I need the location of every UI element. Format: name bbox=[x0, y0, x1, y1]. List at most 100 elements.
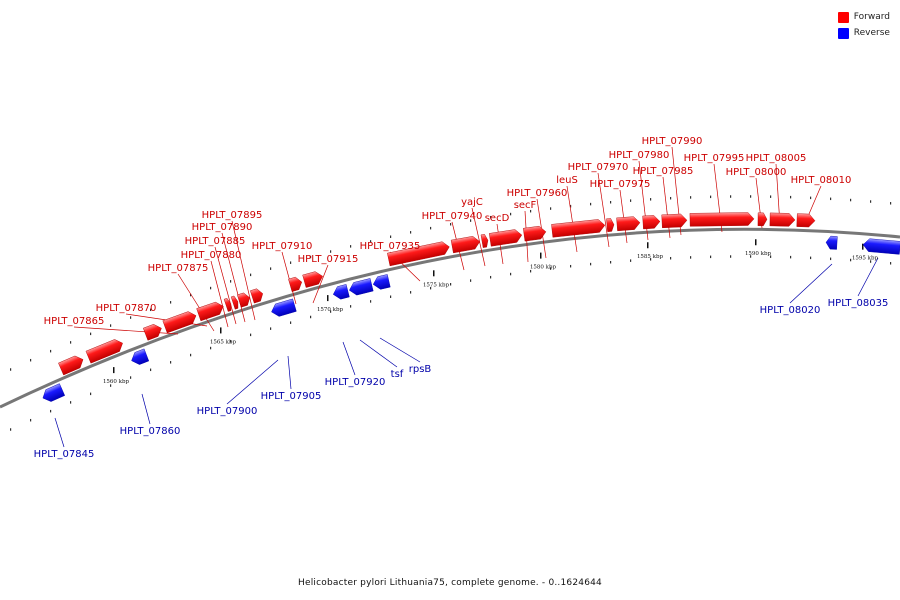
minor-tick-top bbox=[810, 196, 812, 200]
minor-tick-bottom bbox=[790, 255, 792, 259]
scale-label-1580-kbp: 1580 kbp bbox=[530, 265, 557, 271]
forward-gene-arrow bbox=[757, 212, 768, 227]
minor-tick-top bbox=[690, 196, 692, 199]
gene-label-yajc: yajC bbox=[461, 197, 483, 208]
gene-label-hplt-07845: HPLT_07845 bbox=[34, 449, 95, 460]
minor-tick-top bbox=[150, 308, 152, 312]
minor-tick-bottom bbox=[430, 286, 432, 290]
major-tick bbox=[220, 327, 222, 334]
minor-tick-bottom bbox=[410, 291, 412, 294]
minor-tick-bottom bbox=[370, 300, 372, 303]
minor-tick-top bbox=[750, 195, 752, 198]
minor-tick-bottom bbox=[810, 256, 812, 260]
minor-tick-top bbox=[510, 212, 512, 216]
minor-tick-bottom bbox=[530, 269, 532, 273]
minor-tick-bottom bbox=[710, 255, 712, 259]
gene-label-hplt-07900: HPLT_07900 bbox=[197, 406, 258, 417]
gene-label-hplt-07895: HPLT_07895 bbox=[202, 210, 263, 221]
minor-tick-top bbox=[130, 316, 132, 319]
forward-gene-arrow bbox=[480, 234, 489, 248]
minor-tick-top bbox=[630, 199, 632, 202]
minor-tick-top bbox=[530, 209, 532, 213]
scale-label-1595-kbp: 1595 kbp bbox=[852, 256, 879, 262]
minor-tick-bottom bbox=[210, 346, 212, 350]
minor-tick-top bbox=[270, 267, 272, 270]
forward-gene-arrow bbox=[616, 216, 641, 232]
leader-line bbox=[566, 185, 578, 253]
major-tick bbox=[433, 270, 435, 277]
leader-line bbox=[141, 393, 151, 425]
minor-tick-top bbox=[190, 293, 192, 297]
legend-reverse: Reverse bbox=[837, 25, 890, 41]
minor-tick-bottom bbox=[250, 333, 252, 337]
minor-tick-top bbox=[590, 202, 592, 206]
reverse-gene-arrow bbox=[332, 284, 350, 300]
leader-line bbox=[359, 339, 398, 368]
forward-gene-arrow bbox=[302, 271, 323, 288]
gene-label-hplt-07970: HPLT_07970 bbox=[568, 162, 629, 173]
minor-tick-bottom bbox=[470, 279, 472, 282]
legend-forward-label: Forward bbox=[853, 12, 890, 22]
minor-tick-top bbox=[550, 207, 552, 210]
leader-line bbox=[857, 257, 879, 297]
major-tick bbox=[113, 367, 115, 374]
scale-label-1560-kbp: 1560 kbp bbox=[103, 379, 130, 385]
minor-tick-top bbox=[470, 219, 472, 222]
forward-gene-arrow bbox=[606, 218, 615, 232]
reverse-gene-arrow bbox=[131, 348, 150, 365]
minor-tick-bottom bbox=[30, 418, 32, 422]
major-tick bbox=[327, 295, 329, 302]
gene-label-hplt-08010: HPLT_08010 bbox=[791, 175, 852, 186]
minor-tick-bottom bbox=[390, 295, 392, 298]
forward-gene-arrow bbox=[223, 298, 232, 312]
forward-gene-arrow bbox=[387, 241, 450, 267]
reverse-swatch-icon bbox=[837, 27, 849, 39]
minor-tick-bottom bbox=[890, 262, 892, 265]
minor-tick-top bbox=[290, 261, 292, 264]
minor-tick-top bbox=[410, 231, 412, 234]
minor-tick-top bbox=[390, 235, 392, 238]
reverse-gene-arrow bbox=[372, 274, 391, 290]
gene-label-hplt-08005: HPLT_08005 bbox=[746, 153, 807, 164]
leader-line bbox=[597, 172, 610, 248]
reverse-gene-arrow bbox=[862, 238, 900, 255]
minor-tick-bottom bbox=[770, 255, 772, 258]
minor-tick-bottom bbox=[10, 428, 12, 431]
label-leader-lines bbox=[54, 146, 879, 448]
minor-tick-top bbox=[890, 202, 892, 205]
forward-gene-arrow bbox=[58, 355, 84, 376]
minor-tick-bottom bbox=[90, 392, 92, 396]
minor-tick-top bbox=[310, 255, 312, 259]
leader-line bbox=[662, 176, 671, 239]
forward-gene-arrow bbox=[661, 213, 688, 229]
leader-line bbox=[54, 417, 65, 448]
minor-tick-bottom bbox=[750, 255, 752, 258]
major-tick bbox=[647, 242, 649, 249]
gene-label-hplt-07920: HPLT_07920 bbox=[325, 377, 386, 388]
minor-tick-top bbox=[850, 198, 852, 202]
gene-label-hplt-08035: HPLT_08035 bbox=[828, 298, 889, 309]
gene-label-hplt-07870: HPLT_07870 bbox=[96, 303, 157, 314]
minor-tick-bottom bbox=[550, 267, 552, 270]
minor-tick-top bbox=[30, 358, 32, 362]
minor-tick-top bbox=[450, 223, 452, 226]
minor-tick-top bbox=[490, 215, 492, 219]
minor-tick-top bbox=[210, 286, 212, 290]
legend-forward: Forward bbox=[837, 9, 890, 25]
minor-tick-bottom bbox=[570, 264, 572, 268]
forward-gene-arrow bbox=[450, 236, 481, 254]
gene-label-hplt-07980: HPLT_07980 bbox=[609, 150, 670, 161]
minor-tick-bottom bbox=[690, 256, 692, 259]
gene-label-hplt-07985: HPLT_07985 bbox=[633, 166, 694, 177]
gene-label-hplt-07905: HPLT_07905 bbox=[261, 391, 322, 402]
gene-label-hplt-07880: HPLT_07880 bbox=[181, 250, 242, 261]
genome-backbone bbox=[0, 227, 900, 409]
forward-gene-arrow bbox=[488, 229, 523, 247]
minor-tick-bottom bbox=[450, 283, 452, 286]
scale-label-1590-kbp: 1590 kbp bbox=[745, 251, 772, 257]
leader-line bbox=[281, 251, 297, 305]
minor-tick-top bbox=[610, 200, 612, 204]
minor-tick-top bbox=[570, 204, 572, 208]
minor-tick-top bbox=[10, 368, 12, 371]
minor-tick-bottom bbox=[130, 376, 132, 379]
